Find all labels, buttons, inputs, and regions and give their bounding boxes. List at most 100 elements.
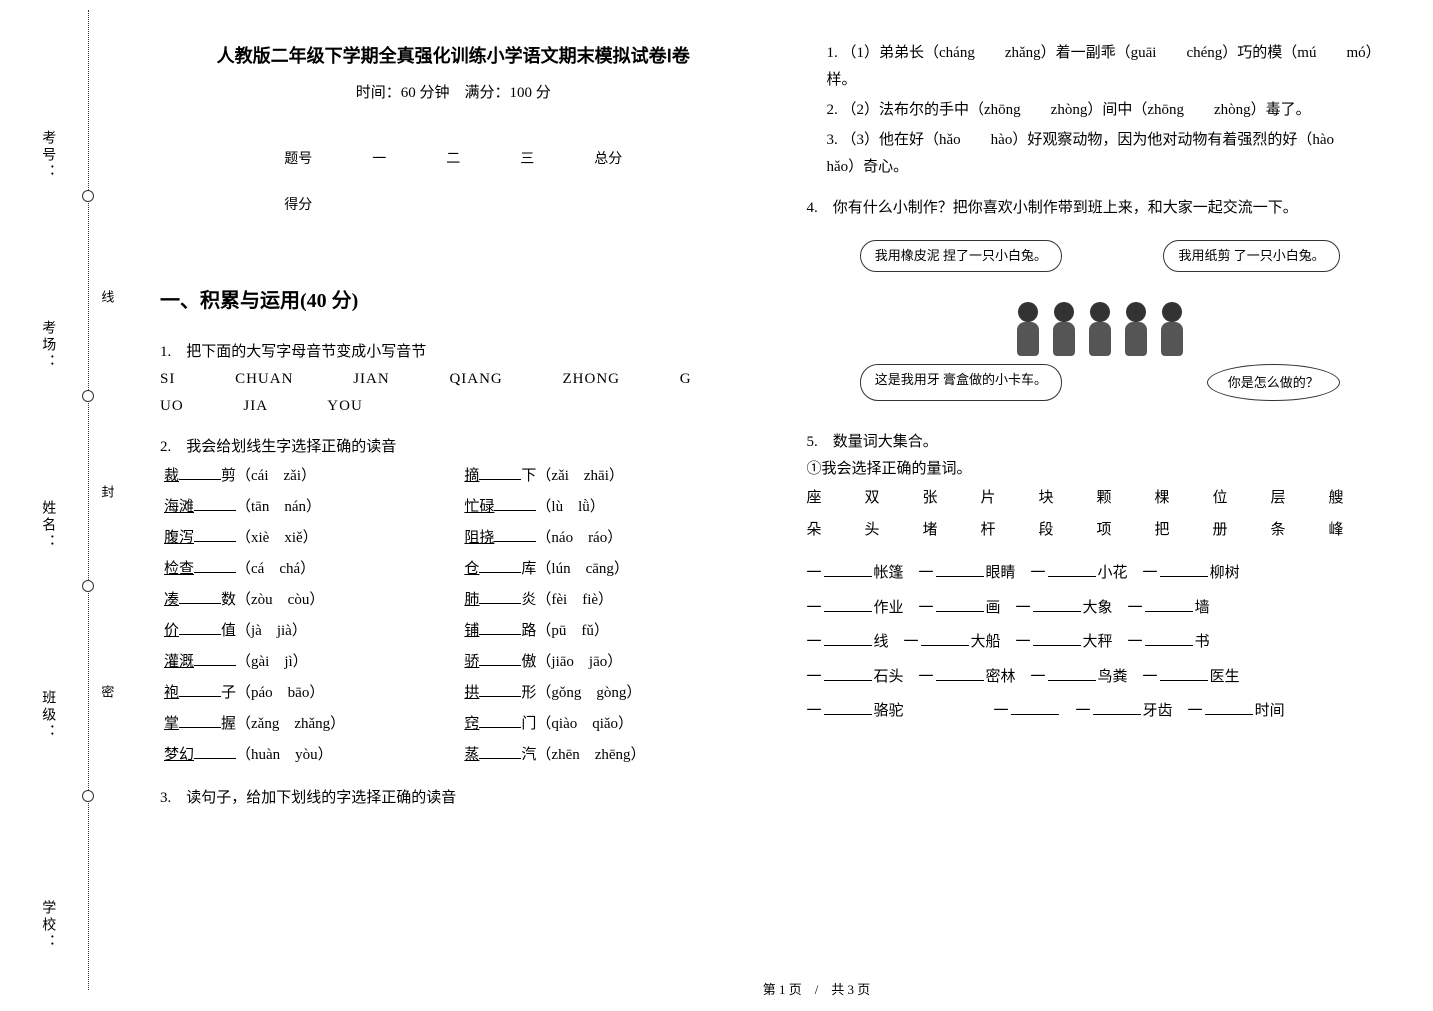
q2-row: 凑数（zòu còu）肺炎（fèi fiè） bbox=[160, 585, 747, 616]
q1-word: ZHONG bbox=[563, 371, 621, 387]
measure-word: 张 bbox=[923, 483, 981, 515]
q2-row: 海滩（tān nán）忙碌（lù lǜ） bbox=[160, 492, 747, 523]
person-icon bbox=[1159, 302, 1185, 358]
measure-word: 杆 bbox=[981, 515, 1039, 547]
measure-word: 座 bbox=[807, 483, 865, 515]
measure-word: 层 bbox=[1271, 483, 1329, 515]
question-2: 2. 我会给划线生字选择正确的读音 裁剪（cái zǎi）摘下（zǎi zhāi… bbox=[160, 434, 747, 771]
q1-word: CHUAN bbox=[235, 371, 293, 387]
q5-fill-blanks: 一帐篷 一眼睛 一小花 一柳树 一作业 一画 一大象 一墙 一线 一大船 一大秤… bbox=[807, 556, 1394, 729]
strip-circle bbox=[82, 790, 94, 802]
q5-prompt: 5. 数量词大集合。 bbox=[807, 429, 1394, 456]
strip-label-name: 姓名： bbox=[35, 500, 60, 551]
page-body: 人教版二年级下学期全真强化训练小学语文期末模拟试卷Ⅰ卷 时间：60 分钟 满分：… bbox=[120, 0, 1433, 1011]
q5-fill-line: 一作业 一画 一大象 一墙 bbox=[807, 591, 1394, 626]
q2-row: 裁剪（cái zǎi）摘下（zǎi zhāi） bbox=[160, 461, 747, 492]
q2-row: 价值（jà jià）铺路（pū fǔ） bbox=[160, 616, 747, 647]
question-5: 5. 数量词大集合。 ①我会选择正确的量词。 座双张片块颗棵位层艘朵头堵杆段项把… bbox=[807, 429, 1394, 729]
strip-mini-mi: 密 bbox=[95, 685, 118, 704]
q2-row: 掌握（zǎng zhǎng）窍门（qiào qiǎo） bbox=[160, 709, 747, 740]
person-icon bbox=[1051, 302, 1077, 358]
q5-sub: ①我会选择正确的量词。 bbox=[807, 456, 1394, 483]
q1-word: UO bbox=[160, 398, 184, 414]
q1-word: QIANG bbox=[449, 371, 502, 387]
score-cell: 二 bbox=[416, 137, 490, 182]
q3-item: 1. （1）弟弟长（cháng zhǎng）着一副乖（guāi chéng）巧的… bbox=[827, 40, 1394, 94]
strip-label-room: 考场： bbox=[35, 320, 60, 371]
q5-measure-word-bank: 座双张片块颗棵位层艘朵头堵杆段项把册条峰 bbox=[807, 483, 1394, 546]
score-value-row: 得分 bbox=[254, 183, 652, 228]
measure-word: 堵 bbox=[923, 515, 981, 547]
measure-word: 项 bbox=[1097, 515, 1155, 547]
strip-label-class: 班级： bbox=[35, 690, 60, 741]
section-1-heading: 一、积累与运用(40 分) bbox=[160, 283, 747, 319]
score-cell: 得分 bbox=[254, 183, 342, 228]
measure-word: 块 bbox=[1039, 483, 1097, 515]
q3-item: 2. （2）法布尔的手中（zhōng zhòng）间中（zhōng zhòng）… bbox=[827, 97, 1394, 124]
q1-line2: UO JIA YOU bbox=[160, 393, 747, 420]
q2-row: 灌溉（gài jì）骄傲（jiāo jāo） bbox=[160, 647, 747, 678]
q1-word: JIAN bbox=[353, 371, 390, 387]
score-table: 题号 一 二 三 总分 得分 bbox=[254, 137, 652, 227]
page-footer: 第 1 页 / 共 3 页 bbox=[160, 978, 1433, 1001]
measure-word: 双 bbox=[865, 483, 923, 515]
measure-word: 把 bbox=[1155, 515, 1213, 547]
measure-word: 册 bbox=[1213, 515, 1271, 547]
measure-word: 颗 bbox=[1097, 483, 1155, 515]
strip-circle bbox=[82, 390, 94, 402]
q1-word: JIA bbox=[243, 398, 268, 414]
strip-circle bbox=[82, 580, 94, 592]
measure-word: 棵 bbox=[1155, 483, 1213, 515]
q3-prompt: 3. 读句子，给加下划线的字选择正确的读音 bbox=[160, 785, 747, 812]
speech-bubble-tr: 我用纸剪 了一只小白兔。 bbox=[1163, 240, 1339, 272]
score-cell: 题号 bbox=[254, 137, 342, 182]
speech-bubble-br: 你是怎么做的？ bbox=[1207, 364, 1340, 402]
person-icon bbox=[1015, 302, 1041, 358]
q1-line1: SI CHUAN JIAN QIANG ZHONG G bbox=[160, 366, 747, 393]
q2-row: 检查（cá chá）仓库（lún cāng） bbox=[160, 554, 747, 585]
measure-word: 片 bbox=[981, 483, 1039, 515]
q1-word: SI bbox=[160, 371, 175, 387]
score-cell bbox=[564, 183, 652, 228]
score-cell: 总分 bbox=[564, 137, 652, 182]
q1-prompt: 1. 把下面的大写字母音节变成小写音节 bbox=[160, 339, 747, 366]
q5-fill-line: 一石头 一密林 一鸟粪 一医生 bbox=[807, 660, 1394, 695]
q1-word: YOU bbox=[327, 398, 363, 414]
strip-label-school: 学校： bbox=[35, 900, 60, 951]
measure-word: 条 bbox=[1271, 515, 1329, 547]
q4-illustration: 我用橡皮泥 捏了一只小白兔。 我用纸剪 了一只小白兔。 这是我用牙 膏盒做的小卡… bbox=[860, 240, 1340, 401]
q4-prompt: 4. 你有什么小制作？把你喜欢小制作带到班上来，和大家一起交流一下。 bbox=[807, 195, 1394, 222]
q5-fill-line: 一帐篷 一眼睛 一小花 一柳树 bbox=[807, 556, 1394, 591]
measure-word: 位 bbox=[1213, 483, 1271, 515]
measure-word: 峰 bbox=[1329, 515, 1387, 547]
binding-strip: 考号： 考场： 姓名： 班级： 学校： 线 封 密 bbox=[0, 0, 120, 1011]
page-subtitle: 时间：60 分钟 满分：100 分 bbox=[160, 80, 747, 107]
strip-mini-xian: 线 bbox=[95, 290, 118, 309]
question-3-prompt-line: 3. 读句子，给加下划线的字选择正确的读音 bbox=[160, 785, 747, 812]
score-cell bbox=[490, 183, 564, 228]
q3-item: 3. （3）他在好（hǎo hào）好观察动物，因为他对动物有着强烈的好（hào… bbox=[827, 127, 1394, 181]
measure-word: 艘 bbox=[1329, 483, 1387, 515]
speech-bubble-bl: 这是我用牙 膏盒做的小卡车。 bbox=[860, 364, 1062, 402]
score-header-row: 题号 一 二 三 总分 bbox=[254, 137, 652, 182]
person-icon bbox=[1123, 302, 1149, 358]
page-title: 人教版二年级下学期全真强化训练小学语文期末模拟试卷Ⅰ卷 bbox=[160, 40, 747, 72]
speech-bubble-tl: 我用橡皮泥 捏了一只小白兔。 bbox=[860, 240, 1062, 272]
q1-word: G bbox=[680, 371, 692, 387]
measure-word: 头 bbox=[865, 515, 923, 547]
q5-fill-line: 一线 一大船 一大秤 一书 bbox=[807, 625, 1394, 660]
q2-table: 裁剪（cái zǎi）摘下（zǎi zhāi）海滩（tān nán）忙碌（lù … bbox=[160, 461, 747, 771]
question-3-items: 1. （1）弟弟长（cháng zhǎng）着一副乖（guāi chéng）巧的… bbox=[807, 40, 1394, 181]
people-icon-row bbox=[860, 278, 1340, 358]
q2-row: 腹泻（xiè xiě）阻挠（náo ráo） bbox=[160, 523, 747, 554]
score-cell: 三 bbox=[490, 137, 564, 182]
question-4: 4. 你有什么小制作？把你喜欢小制作带到班上来，和大家一起交流一下。 我用橡皮泥… bbox=[807, 195, 1394, 401]
measure-word: 朵 bbox=[807, 515, 865, 547]
score-cell bbox=[342, 183, 416, 228]
question-1: 1. 把下面的大写字母音节变成小写音节 SI CHUAN JIAN QIANG … bbox=[160, 339, 747, 420]
score-cell: 一 bbox=[342, 137, 416, 182]
strip-label-examno: 考号： bbox=[35, 130, 60, 181]
q2-prompt: 2. 我会给划线生字选择正确的读音 bbox=[160, 434, 747, 461]
strip-circle bbox=[82, 190, 94, 202]
q5-fill-line: 一骆驼 一 一牙齿 一时间 bbox=[807, 694, 1394, 729]
